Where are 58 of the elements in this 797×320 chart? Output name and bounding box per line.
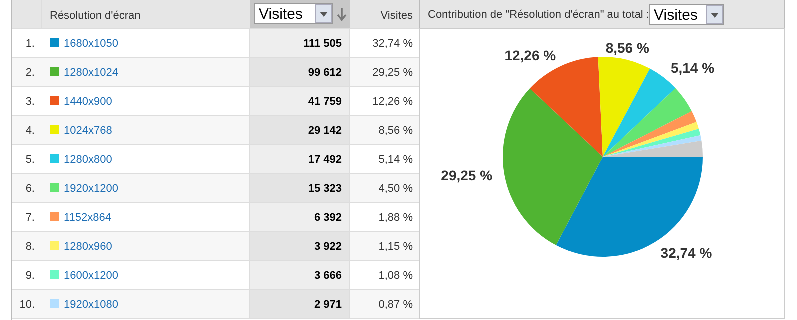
- data-label: 5,14 %: [670, 60, 716, 76]
- text: 111 505: [303, 38, 342, 50]
- data-label: 8,56 %: [606, 40, 650, 56]
- text: 5,14 %: [378, 154, 413, 166]
- text: Résolution d'écran: [50, 10, 141, 22]
- data-label: 29,25 %: [372, 67, 414, 79]
- legend-label: 1152x864: [64, 212, 112, 224]
- text: 4.: [26, 125, 35, 137]
- legend-label: 1440x900: [64, 96, 112, 108]
- text: 5.: [26, 154, 35, 166]
- legend-label: 1024x768: [64, 125, 112, 137]
- pie-slice: [603, 88, 692, 157]
- text: 32,74 %: [372, 38, 413, 50]
- text: 3 666: [314, 270, 342, 282]
- pie-slice: [603, 136, 702, 157]
- text: 2.: [26, 67, 35, 79]
- legend-label: 1920x1080: [64, 299, 118, 311]
- legend-label: 1920x1200: [64, 183, 118, 195]
- text: 12,26 %: [372, 96, 413, 108]
- pie-slice: [603, 128, 701, 157]
- text: 17 492: [308, 154, 342, 166]
- pie-slice: [603, 111, 697, 157]
- legend-label: 1280x960: [64, 241, 112, 253]
- text: 7.: [26, 212, 35, 224]
- text: 3.: [26, 96, 35, 108]
- text: 15 323: [308, 183, 342, 195]
- legend-label: 1600x1200: [64, 270, 118, 282]
- data-label: 32,74 %: [660, 244, 713, 261]
- text: 8,56 %: [378, 125, 413, 137]
- data-label: 1,15 %: [378, 241, 414, 253]
- data-label: 1,08 %: [378, 270, 414, 282]
- pie-slice: [503, 88, 603, 246]
- text: 8.: [26, 241, 35, 253]
- pie-slice: [603, 140, 703, 157]
- legend-label: 1680x1050: [64, 38, 118, 50]
- text: 6 392: [314, 212, 342, 224]
- text: 41 759: [308, 96, 342, 108]
- data-label: 1,88 %: [378, 212, 414, 224]
- text: 3 922: [314, 241, 342, 253]
- text: 10.: [20, 299, 35, 311]
- text: 29 142: [308, 125, 342, 137]
- pie-slice: [598, 57, 650, 157]
- text: 9.: [26, 270, 35, 282]
- text: 1.: [26, 38, 35, 50]
- data-label: 12,26 %: [504, 47, 557, 64]
- text: Visites: [380, 10, 414, 22]
- legend-label: 1280x800: [64, 154, 112, 166]
- data-label: 0,87 %: [378, 299, 414, 311]
- text: 99 612: [308, 67, 342, 79]
- text: 6.: [26, 183, 35, 195]
- data-label: 4,50 %: [378, 183, 414, 195]
- text: Visites: [259, 6, 303, 23]
- text: Visites: [654, 7, 698, 24]
- text: 29,25 %: [441, 167, 493, 184]
- text: Contribution de "Résolution d'écran" au total :: [428, 9, 650, 21]
- pie-slice: [603, 122, 699, 157]
- text: 2 971: [314, 299, 342, 311]
- legend-label: 1280x1024: [64, 67, 118, 79]
